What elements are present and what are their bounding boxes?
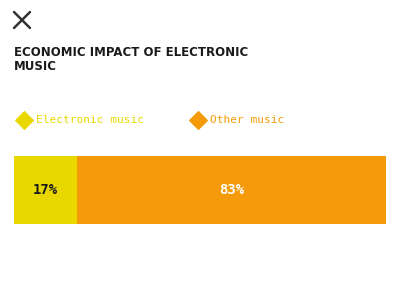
Text: 83%: 83%	[219, 183, 244, 197]
Point	[195, 118, 201, 122]
FancyBboxPatch shape	[14, 156, 77, 224]
Text: ECONOMIC IMPACT OF ELECTRONIC: ECONOMIC IMPACT OF ELECTRONIC	[14, 46, 248, 59]
Text: MUSIC: MUSIC	[14, 60, 57, 73]
Text: Other music: Other music	[210, 115, 284, 125]
FancyBboxPatch shape	[77, 156, 386, 224]
Text: Electronic music: Electronic music	[36, 115, 144, 125]
Point	[21, 118, 27, 122]
Text: 17%: 17%	[33, 183, 58, 197]
